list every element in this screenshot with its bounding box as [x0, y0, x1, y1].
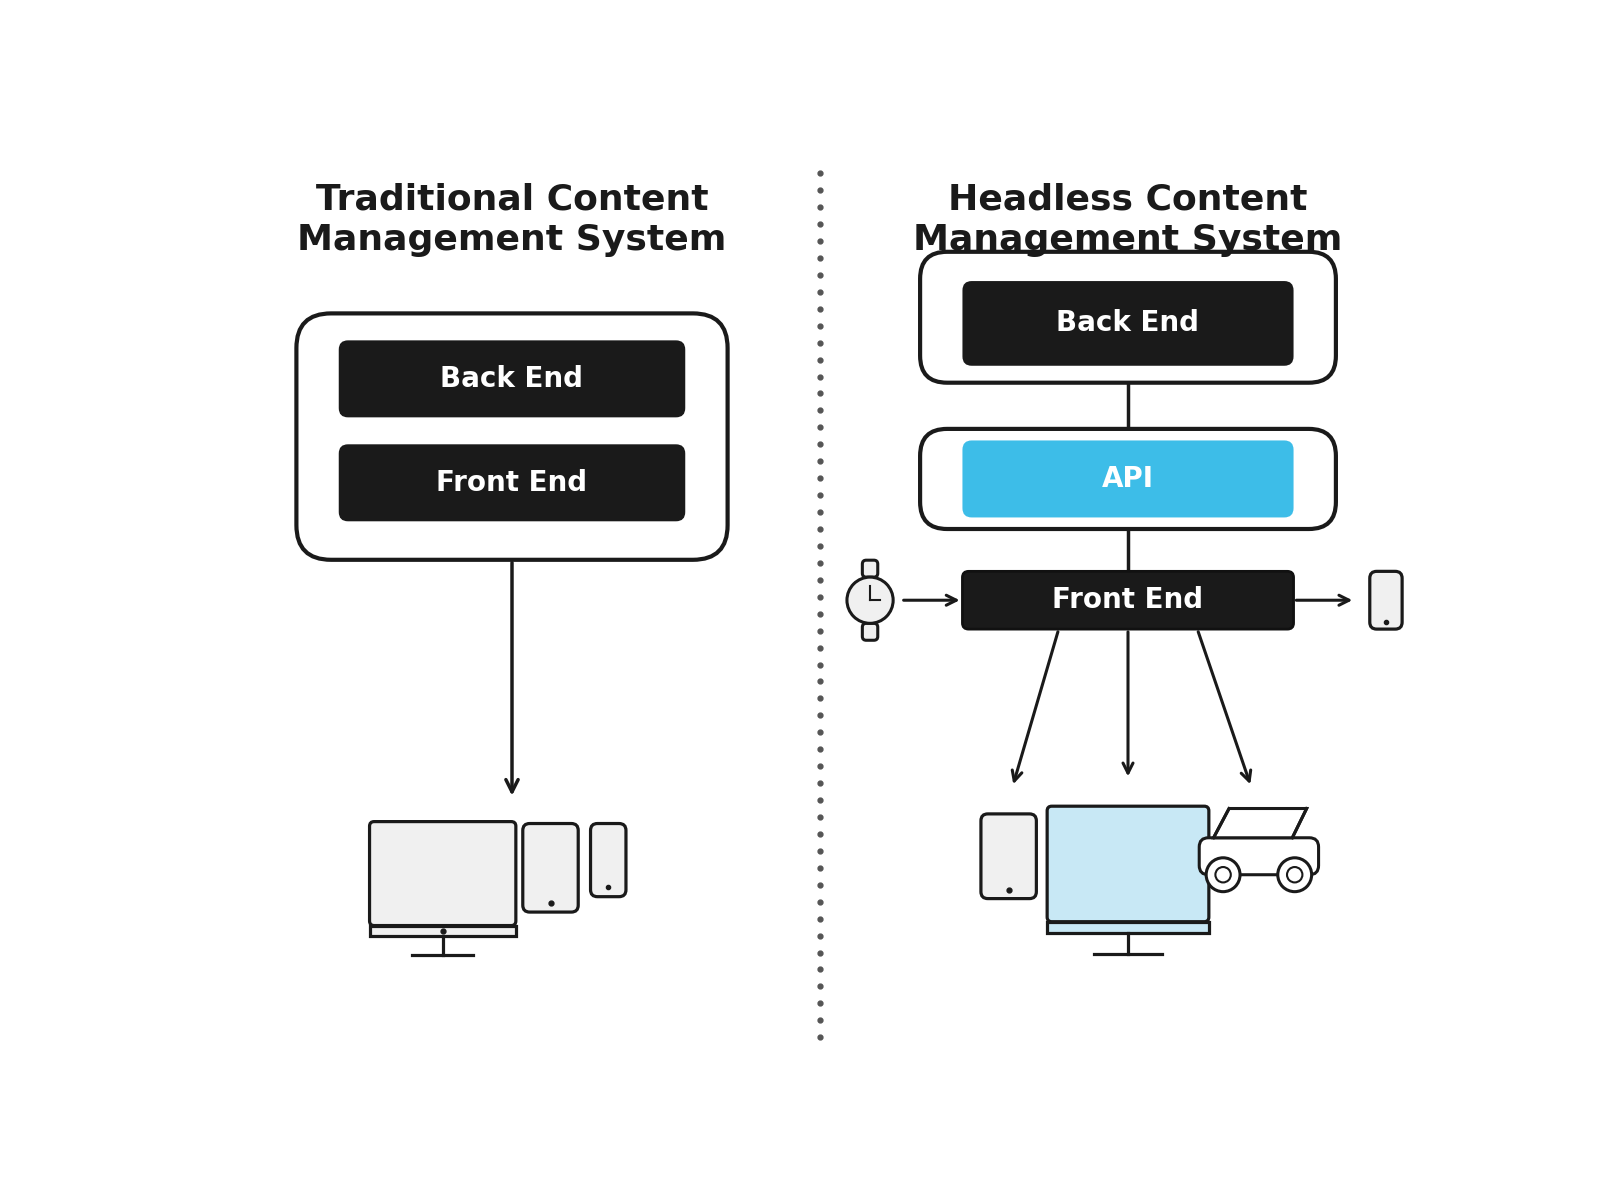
FancyBboxPatch shape	[370, 822, 515, 925]
FancyBboxPatch shape	[963, 440, 1293, 517]
FancyBboxPatch shape	[920, 428, 1336, 529]
FancyBboxPatch shape	[590, 823, 626, 896]
FancyBboxPatch shape	[981, 814, 1037, 899]
FancyBboxPatch shape	[920, 252, 1336, 383]
Circle shape	[846, 577, 893, 623]
Circle shape	[1206, 858, 1240, 892]
FancyBboxPatch shape	[1046, 806, 1210, 922]
Text: Front End: Front End	[437, 469, 587, 497]
FancyBboxPatch shape	[523, 823, 578, 912]
Polygon shape	[1213, 809, 1307, 838]
Circle shape	[1216, 868, 1230, 882]
FancyBboxPatch shape	[339, 341, 685, 418]
Text: Back End: Back End	[440, 365, 584, 392]
Text: Back End: Back End	[1056, 310, 1200, 337]
Text: Front End: Front End	[1053, 587, 1203, 614]
Text: API: API	[1102, 464, 1154, 493]
FancyBboxPatch shape	[370, 925, 515, 936]
FancyBboxPatch shape	[296, 313, 728, 559]
Circle shape	[1278, 858, 1312, 892]
Circle shape	[1286, 868, 1302, 882]
FancyBboxPatch shape	[1200, 838, 1318, 875]
FancyBboxPatch shape	[862, 623, 878, 641]
Text: Traditional Content
Management System: Traditional Content Management System	[298, 182, 726, 257]
FancyBboxPatch shape	[862, 560, 878, 577]
FancyBboxPatch shape	[963, 281, 1293, 366]
FancyBboxPatch shape	[1370, 571, 1402, 629]
FancyBboxPatch shape	[963, 571, 1293, 629]
FancyBboxPatch shape	[1046, 922, 1210, 934]
FancyBboxPatch shape	[339, 444, 685, 521]
Text: Headless Content
Management System: Headless Content Management System	[914, 182, 1342, 257]
